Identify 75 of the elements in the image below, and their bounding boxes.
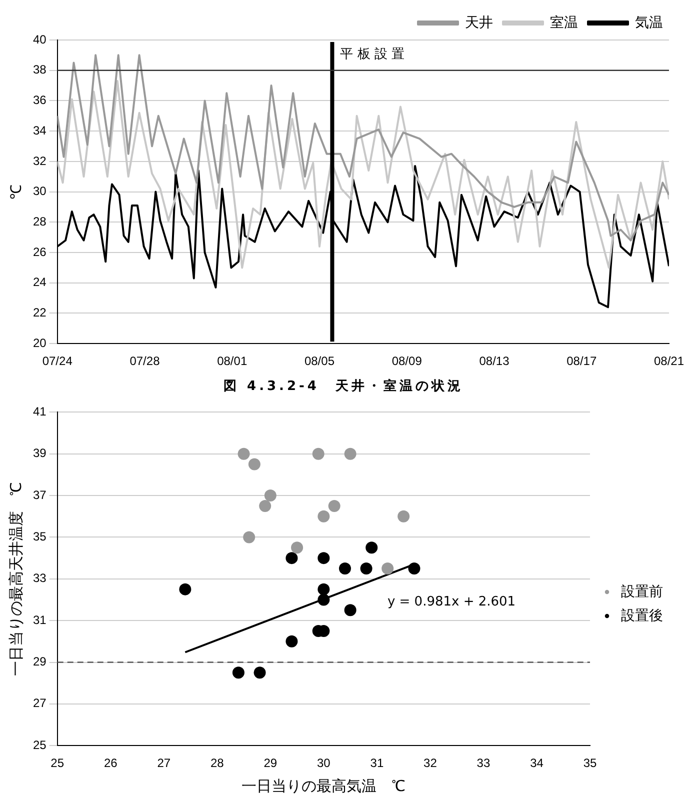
legend-label: 天井 [465,14,493,30]
x-tick-label: 29 [264,756,278,770]
point [360,562,372,574]
legend-label: 室温 [550,14,578,30]
y-tick-label: 35 [32,530,47,544]
point [366,542,378,554]
y-tick-label: 40 [32,32,47,46]
y-tick-label: 28 [32,214,47,228]
y-tick-label: 38 [32,62,47,77]
x-tick-label: 27 [157,756,171,770]
ref-line-label: 平 板 設 置 [340,46,405,62]
x-tick-label: 33 [476,756,490,770]
point [179,583,192,596]
point [338,562,351,574]
y-tick-label: 26 [32,244,47,259]
y-tick-label: 39 [32,446,47,460]
y-tick-label: 33 [32,571,47,586]
point [286,552,298,564]
point [286,635,298,648]
y-tick-label: 32 [32,154,47,168]
legend-label: 設置後 [621,606,663,623]
point [238,448,250,460]
y-axis-title: ℃ [8,184,26,200]
point [328,500,340,512]
y-tick-label: 29 [32,654,47,669]
y-tick-label: 31 [32,612,47,627]
x-tick-label: 08/13 [479,354,510,368]
y-axis-title: 一日当りの最高天井温度 ℃ [8,482,26,676]
point [232,666,244,679]
point [254,666,266,679]
point [259,500,272,512]
point [264,490,276,502]
point [318,510,330,522]
x-tick-label: 35 [583,756,597,770]
x-tick-label: 08/21 [654,354,684,368]
x-tick-label: 31 [370,756,384,770]
point [243,531,256,544]
x-tick-label: 08/09 [392,354,422,368]
x-tick-label: 08/05 [304,354,335,368]
point [312,448,324,460]
y-tick-label: 30 [32,184,47,198]
x-axis-title: 一日当りの最高気温 ℃ [242,778,406,796]
y-tick-label: 22 [32,306,47,320]
x-tick-label: 26 [104,756,118,770]
x-tick-label: 32 [424,756,438,770]
x-tick-label: 30 [316,756,331,770]
legend-label: 設置前 [621,582,663,599]
point [344,604,356,616]
x-tick-label: 25 [50,756,64,770]
point [248,458,260,470]
legend-label: 気温 [635,14,663,30]
point [398,510,410,522]
point [291,542,304,554]
x-tick-label: 07/24 [42,354,73,368]
y-tick-label: 25 [32,738,47,752]
annotation: y = 0.981x + 2.601 [387,594,516,610]
point [318,552,330,564]
y-tick-label: 24 [32,275,47,290]
x-tick-label: 08/01 [217,354,248,368]
x-tick-label: 34 [530,756,544,770]
y-tick-label: 41 [32,404,47,419]
caption: 図 4.3.2-4 天井・室温の状況 [222,378,464,396]
point [318,594,330,606]
y-tick-label: 27 [32,696,47,710]
x-tick-label: 28 [210,756,224,770]
y-tick-label: 20 [32,336,47,350]
point [318,583,330,596]
x-tick-label: 08/17 [566,354,597,368]
x-tick-label: 07/28 [130,354,160,368]
point [382,562,394,574]
y-tick-label: 34 [32,123,47,138]
y-tick-label: 37 [32,488,47,502]
point [344,448,356,460]
y-tick-label: 36 [32,93,47,108]
point [408,562,420,574]
